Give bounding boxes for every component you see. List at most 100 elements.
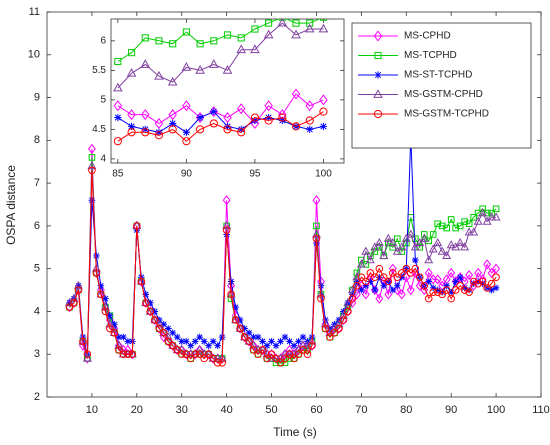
triangle-marker	[460, 242, 470, 251]
square-marker	[265, 19, 273, 27]
triangle-marker	[258, 344, 268, 354]
circle-marker	[110, 329, 119, 337]
square-marker	[114, 57, 122, 66]
circle-marker	[305, 116, 314, 125]
triangle-marker	[334, 319, 344, 328]
triangle-marker	[168, 340, 178, 349]
triangle-marker	[302, 340, 312, 349]
star-marker	[210, 108, 218, 116]
square-marker	[371, 248, 379, 255]
circle-marker	[150, 316, 159, 324]
square-marker	[292, 19, 300, 27]
triangle-marker	[347, 285, 357, 294]
star-marker	[160, 320, 168, 328]
triangle-marker	[406, 229, 416, 238]
diamond-marker	[87, 143, 96, 154]
star-marker	[115, 333, 123, 341]
diamond-marker	[137, 276, 146, 287]
diamond-marker	[150, 314, 159, 326]
triangle-marker	[78, 336, 88, 345]
triangle-marker	[253, 344, 263, 354]
star-marker	[376, 273, 383, 281]
circle-marker	[317, 294, 325, 303]
triangle-marker	[236, 44, 247, 54]
triangle-marker	[199, 349, 209, 358]
square-marker	[281, 359, 289, 367]
square-marker	[196, 40, 204, 48]
circle-marker	[227, 290, 235, 299]
diamond-marker	[258, 344, 267, 356]
circle-marker	[195, 125, 205, 134]
triangle-marker	[383, 233, 393, 242]
star-marker	[492, 284, 500, 292]
star-marker	[393, 282, 401, 290]
square-marker	[465, 220, 473, 228]
series-line	[117, 22, 324, 89]
circle-marker	[330, 329, 339, 337]
triangle-marker	[96, 289, 106, 298]
star-marker	[111, 320, 118, 328]
star-marker	[245, 329, 253, 337]
diamond-marker	[384, 289, 393, 300]
square-marker	[319, 19, 328, 21]
circle-marker	[478, 277, 487, 286]
circle-marker	[278, 113, 287, 122]
y-tick-label: 5	[34, 263, 40, 275]
circle-marker	[389, 269, 397, 277]
star-marker	[452, 278, 459, 285]
triangle-marker	[240, 332, 250, 341]
legend-marker	[374, 51, 382, 60]
y-tick-label: 7	[34, 177, 40, 189]
circle-marker	[460, 286, 469, 294]
square-marker	[353, 269, 361, 277]
triangle-marker	[267, 353, 277, 362]
square-marker	[389, 243, 397, 251]
square-marker	[456, 222, 464, 230]
circle-marker	[362, 277, 370, 286]
star-marker	[265, 113, 273, 122]
series-line	[117, 111, 324, 133]
square-marker	[223, 31, 232, 39]
x-tick-label: 70	[355, 404, 367, 416]
x-tick-label: 80	[400, 404, 412, 416]
circle-marker	[285, 350, 294, 359]
diamond-marker	[474, 267, 483, 279]
y-tick-label: 4.5	[92, 124, 106, 135]
star-marker	[173, 333, 181, 341]
diamond-marker	[291, 88, 301, 100]
circle-marker	[154, 131, 164, 140]
star-marker	[268, 338, 275, 345]
triangle-marker	[262, 349, 272, 358]
circle-marker	[204, 350, 213, 359]
triangle-marker	[392, 246, 402, 255]
triangle-marker	[428, 244, 438, 253]
star-marker	[425, 278, 433, 285]
circle-marker	[97, 290, 105, 299]
diamond-marker	[223, 112, 232, 124]
circle-marker	[348, 294, 357, 303]
square-marker	[155, 37, 163, 45]
diamond-marker	[168, 109, 177, 121]
y-tick-label: 8	[34, 134, 40, 146]
diamond-marker	[433, 274, 442, 285]
star-marker	[263, 342, 271, 349]
circle-marker	[155, 324, 164, 333]
triangle-marker	[294, 344, 303, 354]
circle-marker	[319, 107, 328, 116]
triangle-marker	[446, 240, 456, 249]
star-marker	[306, 125, 314, 133]
legend-label: MS-ST-TCPHD	[404, 70, 472, 81]
circle-marker	[375, 264, 384, 273]
circle-marker	[456, 281, 464, 290]
y-tick-label: 2	[34, 391, 40, 403]
circle-marker	[124, 350, 132, 359]
main-plot: 10 20 30 40 50 60 70 80 90 100 110 2 3 4 5 6 7 8 9 10 11	[28, 6, 550, 416]
circle-marker	[402, 264, 411, 273]
circle-marker	[127, 128, 136, 137]
circle-marker	[299, 346, 307, 354]
triangle-marker	[222, 64, 233, 74]
star-marker	[102, 295, 109, 302]
circle-marker	[195, 350, 204, 359]
diamond-marker	[373, 30, 383, 42]
triangle-marker	[73, 280, 83, 289]
